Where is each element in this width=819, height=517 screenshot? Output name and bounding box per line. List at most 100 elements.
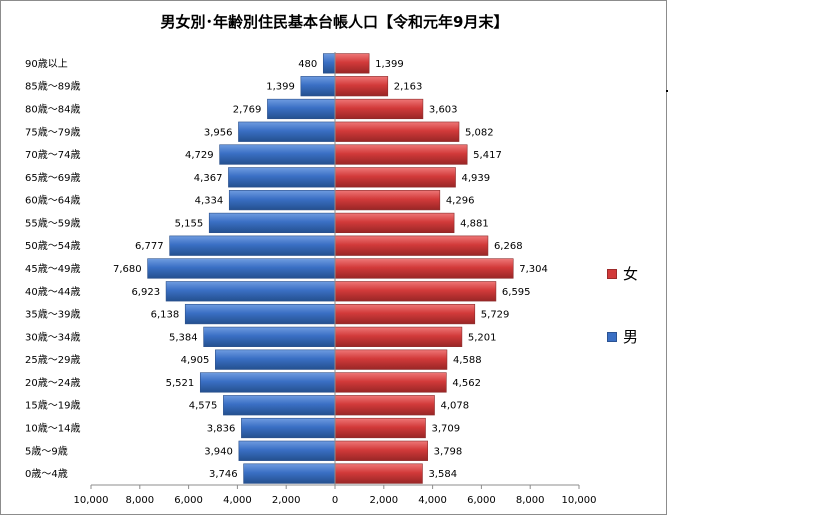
data-label-female-2: 3,603	[429, 104, 458, 115]
data-label-female-9: 7,304	[519, 264, 548, 275]
x-tick-label-7: 4,000	[418, 495, 447, 506]
legend-label-female: 女	[623, 265, 639, 283]
category-label-0: 90歳以上	[25, 58, 68, 70]
bar-male-9	[147, 258, 336, 279]
data-label-female-8: 6,268	[494, 241, 523, 252]
bar-male-1	[300, 76, 336, 97]
bar-male-11	[184, 303, 336, 325]
bar-female-4	[334, 144, 468, 165]
data-label-male-6: 4,334	[195, 196, 224, 207]
category-label-6: 60歳～64歳	[25, 195, 80, 207]
data-label-male-17: 3,940	[204, 446, 233, 457]
data-label-male-11: 6,138	[151, 310, 180, 321]
x-tick-label-10: 10,000	[562, 495, 597, 506]
bar-male-8	[169, 235, 336, 256]
legend-item-male: 男	[607, 326, 638, 347]
bar-female-9	[334, 258, 514, 279]
data-label-male-8: 6,777	[135, 241, 164, 252]
bar-female-5	[334, 167, 456, 188]
series-female-bars	[334, 53, 514, 484]
bar-male-6	[228, 190, 336, 211]
data-label-female-0: 1,399	[375, 59, 404, 70]
series-male-bars	[147, 53, 336, 484]
data-label-female-15: 4,078	[441, 401, 470, 412]
data-label-male-14: 5,521	[166, 378, 195, 389]
category-label-9: 45歳～49歳	[25, 263, 80, 275]
data-label-female-3: 5,082	[465, 127, 494, 138]
category-label-18: 0歳～4歳	[25, 468, 68, 480]
x-tick-label-9: 8,000	[516, 495, 545, 506]
data-label-male-16: 3,836	[207, 424, 236, 435]
x-tick-label-3: 4,000	[223, 495, 252, 506]
stray-mark	[666, 90, 668, 92]
bar-female-13	[334, 349, 448, 370]
bar-female-7	[334, 212, 455, 234]
category-label-17: 5歳～9歳	[25, 445, 68, 457]
data-label-female-10: 6,595	[502, 287, 531, 298]
bar-female-0	[334, 53, 370, 74]
category-label-7: 55歳～59歳	[25, 217, 80, 229]
data-label-female-5: 4,939	[462, 173, 491, 184]
legend-item-female: 女	[607, 263, 638, 284]
bar-female-10	[334, 281, 497, 302]
data-label-male-12: 5,384	[169, 332, 198, 343]
category-label-16: 10歳～14歳	[25, 423, 80, 435]
category-label-3: 75歳～79歳	[25, 126, 80, 138]
x-tick-label-0: 10,000	[74, 495, 109, 506]
bar-male-0	[322, 53, 336, 74]
data-label-female-14: 4,562	[452, 378, 481, 389]
category-label-14: 20歳～24歳	[25, 377, 80, 389]
bar-female-2	[334, 98, 424, 120]
bar-female-1	[334, 76, 389, 97]
data-label-male-3: 3,956	[204, 127, 233, 138]
y-axis-categories: 90歳以上 85歳～89歳 80歳～84歳 75歳～79歳 70歳～74歳 65歳～69歳…	[25, 58, 80, 480]
category-label-11: 35歳～39歳	[25, 309, 80, 321]
bar-female-3	[334, 121, 460, 142]
data-label-male-18: 3,746	[209, 469, 238, 480]
data-label-female-7: 4,881	[460, 218, 489, 229]
category-label-10: 40歳～44歳	[25, 286, 80, 298]
data-label-female-13: 4,588	[453, 355, 482, 366]
data-label-male-10: 6,923	[131, 287, 160, 298]
data-label-female-4: 5,417	[473, 150, 502, 161]
bar-female-12	[334, 326, 463, 347]
x-tick-label-8: 6,000	[467, 495, 496, 506]
bar-female-14	[334, 372, 447, 393]
bar-male-3	[238, 121, 336, 142]
data-label-male-7: 5,155	[175, 218, 204, 229]
category-label-4: 70歳～74歳	[25, 149, 80, 161]
chart-title: 男女別･年齢別住民基本台帳人口【令和元年9月末】	[160, 13, 509, 31]
bar-female-11	[334, 303, 476, 325]
category-label-8: 50歳～54歳	[25, 240, 80, 252]
x-tick-label-1: 8,000	[125, 495, 154, 506]
bar-male-13	[215, 349, 336, 370]
bar-male-18	[243, 463, 336, 484]
bar-male-10	[165, 281, 336, 302]
data-label-female-1: 2,163	[394, 82, 423, 93]
bar-female-17	[334, 440, 428, 461]
data-label-female-17: 3,798	[434, 446, 463, 457]
x-tick-label-4: 2,000	[272, 495, 301, 506]
bar-male-12	[203, 326, 336, 347]
category-label-13: 25歳～29歳	[25, 354, 80, 366]
data-label-male-9: 7,680	[113, 264, 142, 275]
data-label-female-16: 3,709	[431, 424, 460, 435]
data-label-female-12: 5,201	[468, 332, 497, 343]
category-label-1: 85歳～89歳	[25, 81, 80, 93]
data-labels: 480 1,399 1,399 2,163 2,769 3,603 3,956 5,082 4,…	[113, 59, 548, 480]
data-label-female-11: 5,729	[481, 310, 510, 321]
data-label-male-15: 4,575	[189, 401, 218, 412]
bar-female-6	[334, 190, 441, 211]
data-label-male-13: 4,905	[181, 355, 210, 366]
legend-label-male: 男	[623, 328, 639, 346]
category-label-5: 65歳～69歳	[25, 172, 80, 184]
bar-male-4	[219, 144, 336, 165]
data-label-female-6: 4,296	[446, 196, 475, 207]
bar-male-2	[267, 98, 336, 120]
bar-female-18	[334, 463, 423, 484]
bar-female-16	[334, 417, 426, 439]
bar-female-15	[334, 395, 435, 416]
x-tick-label-5: 0	[332, 495, 338, 506]
category-label-12: 30歳～34歳	[25, 331, 80, 343]
legend-swatch-female	[607, 268, 617, 279]
